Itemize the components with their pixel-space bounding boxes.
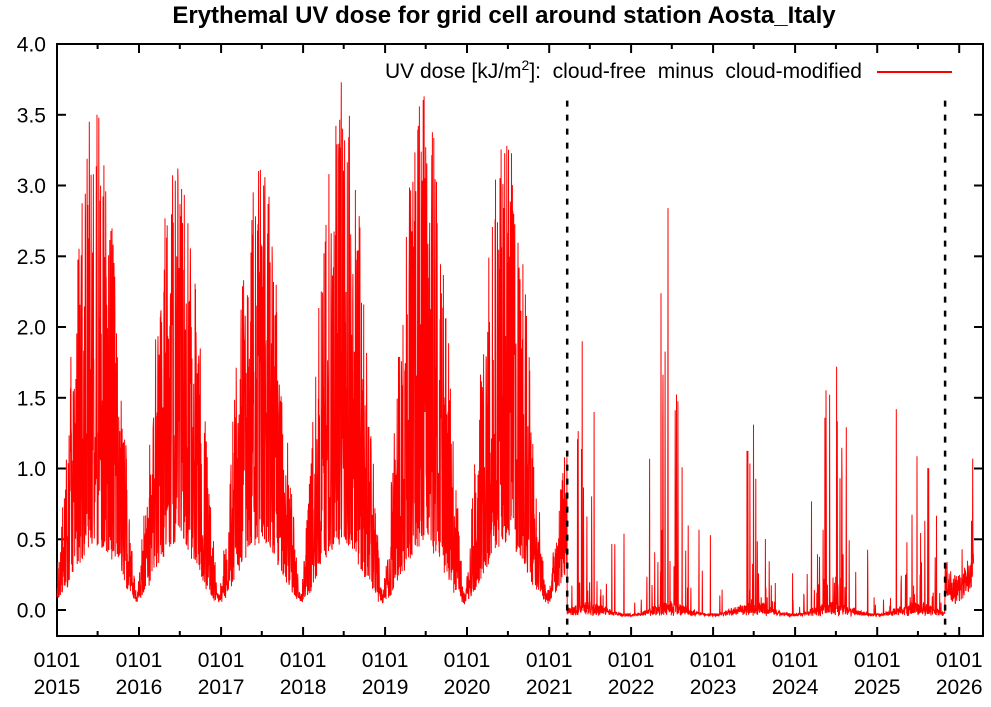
- x-tick-label-ddmm: 0101: [936, 649, 983, 672]
- x-tick-label-ddmm: 0101: [34, 649, 81, 672]
- x-tick-label-year: 2020: [444, 676, 491, 699]
- x-tick-label-ddmm: 0101: [116, 649, 163, 672]
- legend-label: UV dose [kJ/m2]: cloud-free minus cloud-…: [385, 57, 862, 87]
- x-tick-label-year: 2017: [198, 676, 245, 699]
- x-tick-label-year: 2019: [362, 676, 409, 699]
- x-tick-label-ddmm: 0101: [772, 649, 819, 672]
- x-tick-label-year: 2018: [280, 676, 327, 699]
- legend-label-suffix: ]: cloud-free minus cloud-modified: [529, 60, 862, 83]
- x-axis-ticks: [56, 44, 961, 636]
- x-tick-label-ddmm: 0101: [362, 649, 409, 672]
- y-tick-label: 3.0: [17, 175, 46, 198]
- x-tick-label-ddmm: 0101: [608, 649, 655, 672]
- x-tick-label-year: 2025: [854, 676, 901, 699]
- legend-label-prefix: UV dose [kJ/m: [385, 60, 522, 83]
- y-tick-label: 0.5: [17, 529, 46, 552]
- x-tick-label-ddmm: 0101: [690, 649, 737, 672]
- x-axis-labels: 0101 2015 0101 2016 0101 2017 0101 2018 0101 2019…: [34, 649, 983, 699]
- x-tick-label-year: 2016: [116, 676, 163, 699]
- y-tick-label: 0.0: [17, 600, 46, 623]
- x-tick-label-ddmm: 0101: [280, 649, 327, 672]
- x-tick-label-ddmm: 0101: [854, 649, 901, 672]
- x-tick-label-year: 2015: [34, 676, 81, 699]
- legend-label-superscript: 2: [521, 57, 530, 73]
- x-tick-label-ddmm: 0101: [198, 649, 245, 672]
- legend-line-sample: [877, 71, 952, 73]
- chart-title: Erythemal UV dose for grid cell around s…: [172, 2, 836, 29]
- legend: UV dose [kJ/m2]: cloud-free minus cloud-…: [385, 57, 952, 87]
- x-tick-label-ddmm: 0101: [526, 649, 573, 672]
- x-tick-label-year: 2023: [690, 676, 737, 699]
- y-tick-label: 3.5: [17, 104, 46, 127]
- x-tick-label-year: 2026: [936, 676, 983, 699]
- y-axis-labels: 0.0 0.5 1.0 1.5 2.0 2.5 3.0 3.5 4.0: [17, 34, 46, 623]
- x-tick-label-year: 2022: [608, 676, 655, 699]
- x-tick-label-year: 2024: [772, 676, 819, 699]
- y-tick-label: 4.0: [17, 34, 46, 57]
- x-tick-label-ddmm: 0101: [444, 649, 491, 672]
- plot-border: [56, 43, 984, 637]
- y-axis-ticks: [57, 43, 983, 611]
- y-tick-label: 2.0: [17, 317, 46, 340]
- uv-series-line: [56, 82, 975, 619]
- y-tick-label: 1.5: [17, 387, 46, 410]
- y-tick-label: 1.0: [17, 458, 46, 481]
- y-tick-label: 2.5: [17, 246, 46, 269]
- x-tick-label-year: 2021: [526, 676, 573, 699]
